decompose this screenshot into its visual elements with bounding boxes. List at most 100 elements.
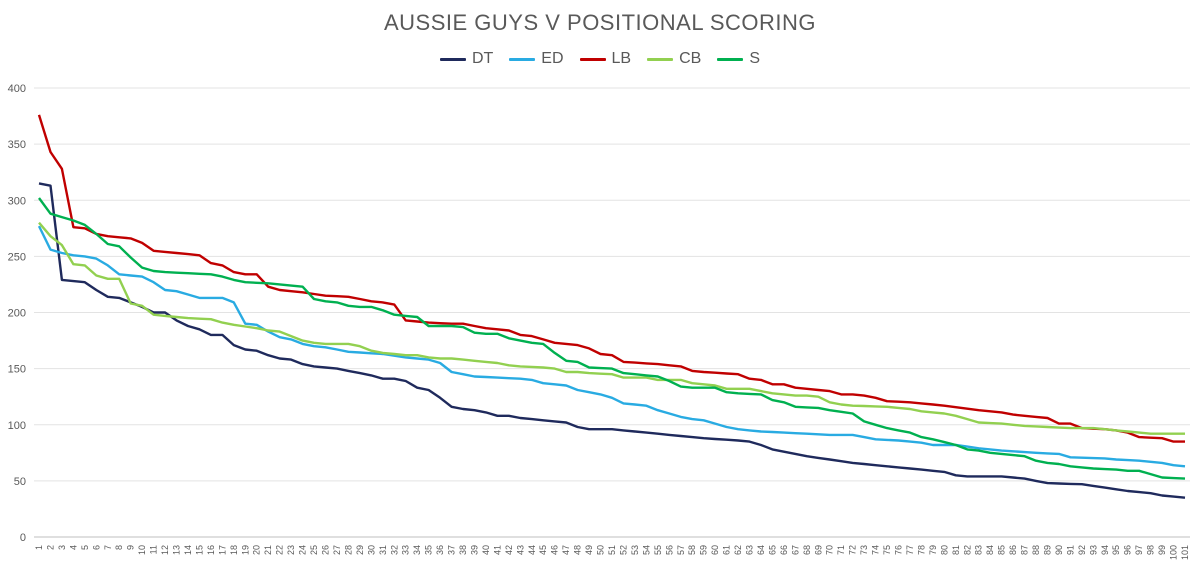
x-tick-label: 70 — [825, 545, 835, 555]
legend-label: ED — [541, 50, 564, 67]
x-tick-label: 35 — [424, 545, 434, 555]
x-tick-label: 72 — [848, 545, 858, 555]
legend-item-dt: DT — [439, 50, 494, 68]
x-tick-label: 90 — [1054, 545, 1064, 555]
x-tick-label: 39 — [469, 545, 479, 555]
x-tick-label: 4 — [68, 545, 78, 550]
x-tick-label: 69 — [813, 545, 823, 555]
x-tick-label: 11 — [149, 545, 159, 554]
x-tick-label: 89 — [1042, 545, 1052, 555]
x-tick-label: 75 — [882, 545, 892, 555]
y-tick-label: 250 — [8, 251, 26, 263]
y-tick-label: 300 — [8, 195, 26, 207]
x-tick-label: 6 — [91, 545, 101, 550]
x-tick-label: 88 — [1031, 545, 1041, 555]
x-tick-label: 16 — [206, 545, 216, 555]
legend-item-s: S — [717, 50, 760, 68]
x-tick-label: 36 — [435, 545, 445, 555]
x-tick-label: 56 — [664, 545, 674, 555]
x-tick-label: 76 — [894, 545, 904, 555]
x-tick-label: 49 — [584, 545, 594, 555]
x-tick-label: 48 — [573, 545, 583, 555]
x-tick-label: 67 — [790, 545, 800, 555]
x-tick-label: 47 — [561, 545, 571, 555]
legend-swatch — [439, 57, 466, 61]
x-tick-label: 52 — [618, 545, 628, 555]
x-tick-label: 30 — [366, 545, 376, 555]
x-tick-label: 40 — [481, 545, 491, 555]
x-tick-label: 55 — [653, 545, 663, 555]
x-tick-label: 51 — [607, 545, 617, 555]
x-tick-label: 82 — [962, 545, 972, 555]
y-tick-label: 400 — [8, 83, 26, 95]
x-tick-label: 95 — [1111, 545, 1121, 555]
x-tick-label: 2 — [45, 545, 55, 550]
x-tick-label: 45 — [538, 545, 548, 555]
x-tick-label: 97 — [1134, 545, 1144, 555]
x-tick-label: 80 — [939, 545, 949, 555]
x-tick-label: 17 — [217, 545, 227, 555]
x-tick-label: 65 — [767, 545, 777, 555]
x-tick-label: 91 — [1065, 545, 1075, 555]
x-tick-label: 18 — [229, 545, 239, 555]
x-tick-label: 27 — [332, 545, 342, 555]
x-tick-label: 37 — [447, 545, 457, 555]
x-tick-label: 3 — [57, 545, 67, 550]
x-tick-label: 1 — [34, 545, 44, 550]
legend-label: CB — [679, 50, 702, 67]
x-tick-label: 15 — [194, 545, 204, 555]
y-tick-label: 100 — [8, 420, 26, 432]
x-tick-label: 58 — [687, 545, 697, 555]
x-tick-label: 101 — [1180, 545, 1190, 560]
x-tick-label: 34 — [412, 545, 422, 555]
x-tick-label: 24 — [298, 545, 308, 555]
x-tick-label: 85 — [997, 545, 1007, 555]
legend-swatch — [579, 57, 606, 61]
x-tick-label: 5 — [80, 545, 90, 550]
x-tick-label: 66 — [779, 545, 789, 555]
x-tick-label: 96 — [1123, 545, 1133, 555]
x-tick-label: 100 — [1169, 545, 1179, 560]
series-line-cb — [38, 221, 1185, 435]
x-tick-label: 43 — [515, 545, 525, 555]
x-tick-label: 38 — [458, 545, 468, 555]
legend-item-ed: ED — [509, 50, 564, 68]
y-tick-label: 0 — [20, 532, 26, 544]
x-tick-label: 7 — [103, 545, 113, 550]
x-tick-label: 93 — [1088, 545, 1098, 555]
x-tick-label: 64 — [756, 545, 766, 555]
x-tick-label: 77 — [905, 545, 915, 555]
x-tick-label: 98 — [1146, 545, 1156, 555]
x-tick-label: 28 — [343, 545, 353, 555]
chart-title: AUSSIE GUYS V POSITIONAL SCORING — [383, 10, 817, 35]
series-line-s — [38, 197, 1186, 480]
x-tick-label: 23 — [286, 545, 296, 555]
x-tick-label: 61 — [722, 545, 732, 555]
x-tick-label: 42 — [504, 545, 514, 555]
x-tick-label: 33 — [401, 545, 411, 555]
legend-label: DT — [471, 50, 494, 67]
x-tick-label: 46 — [550, 545, 560, 555]
x-tick-label: 92 — [1077, 545, 1087, 555]
x-tick-label: 13 — [172, 545, 182, 555]
x-tick-label: 8 — [114, 545, 124, 550]
x-tick-label: 74 — [871, 545, 881, 555]
x-tick-label: 9 — [126, 545, 136, 550]
x-tick-label: 53 — [630, 545, 640, 555]
legend: DT ED LB CB S — [0, 50, 1200, 68]
x-tick-label: 12 — [160, 545, 170, 555]
legend-swatch — [647, 57, 674, 61]
x-tick-label: 31 — [378, 545, 388, 555]
x-tick-label: 63 — [745, 545, 755, 555]
y-tick-label: 150 — [8, 364, 26, 376]
x-tick-label: 78 — [916, 545, 926, 555]
x-tick-label: 20 — [252, 545, 262, 555]
x-tick-label: 79 — [928, 545, 938, 555]
x-tick-label: 41 — [492, 545, 502, 555]
y-tick-label: 200 — [8, 308, 26, 320]
x-tick-label: 73 — [859, 545, 869, 555]
x-tick-label: 50 — [596, 545, 606, 555]
x-tick-label: 44 — [527, 545, 537, 555]
x-tick-label: 14 — [183, 545, 193, 555]
